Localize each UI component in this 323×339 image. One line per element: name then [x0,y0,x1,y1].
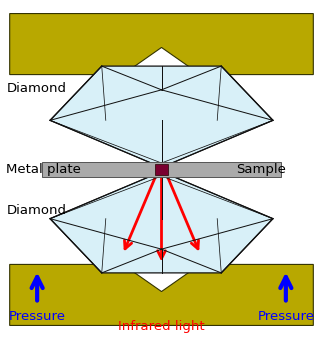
Polygon shape [50,174,273,273]
Bar [42,162,281,177]
Text: Metal plate: Metal plate [6,163,81,176]
Polygon shape [50,66,273,165]
Text: Pressure: Pressure [9,310,66,323]
Polygon shape [10,264,313,325]
Text: Pressure: Pressure [257,310,314,323]
Text: Sample: Sample [236,163,286,176]
Text: Infrared light: Infrared light [118,320,205,333]
Text: Diamond: Diamond [6,204,67,217]
Bar [155,164,168,175]
Polygon shape [10,14,313,75]
Text: Diamond: Diamond [6,82,67,95]
